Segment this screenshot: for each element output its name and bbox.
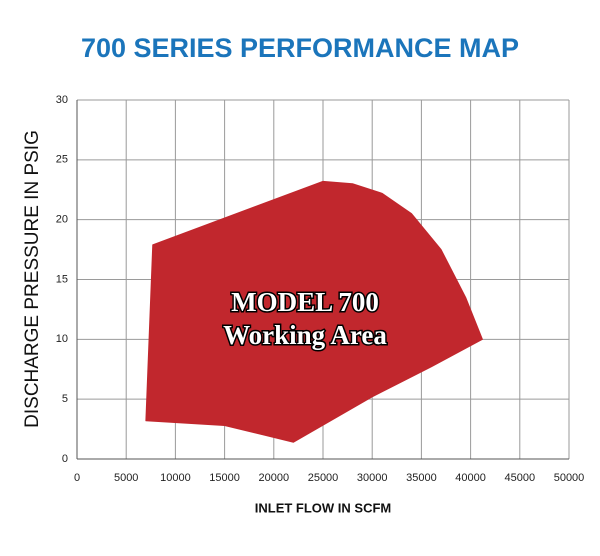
working-area	[145, 180, 483, 443]
x-tick-label: 0	[74, 472, 80, 484]
x-tick-label: 30000	[357, 472, 388, 484]
x-tick-label: 20000	[259, 472, 290, 484]
x-tick-label: 35000	[406, 472, 437, 484]
y-tick-label: 25	[56, 154, 68, 166]
y-tick-label: 20	[56, 214, 68, 226]
annotation: MODEL 700	[231, 287, 379, 317]
x-tick-label: 10000	[160, 472, 191, 484]
y-tick-label: 0	[62, 453, 68, 465]
y-tick-label: 5	[62, 393, 68, 405]
chart-title: 700 SERIES PERFORMANCE MAP	[81, 33, 519, 63]
y-axis-label: DISCHARGE PRESSURE IN PSIG	[22, 130, 43, 428]
x-tick-label: 15000	[209, 472, 240, 484]
y-tick-label: 15	[56, 273, 68, 285]
y-tick-label: 30	[56, 94, 68, 106]
x-axis-label: INLET FLOW IN SCFM	[255, 500, 391, 515]
x-tick-label: 5000	[114, 472, 138, 484]
annotation: Working Area	[223, 320, 387, 350]
y-tick-label: 10	[56, 333, 68, 345]
x-tick-label: 45000	[505, 472, 536, 484]
x-tick-label: 50000	[554, 472, 585, 484]
x-tick-label: 25000	[308, 472, 339, 484]
x-tick-label: 40000	[455, 472, 486, 484]
